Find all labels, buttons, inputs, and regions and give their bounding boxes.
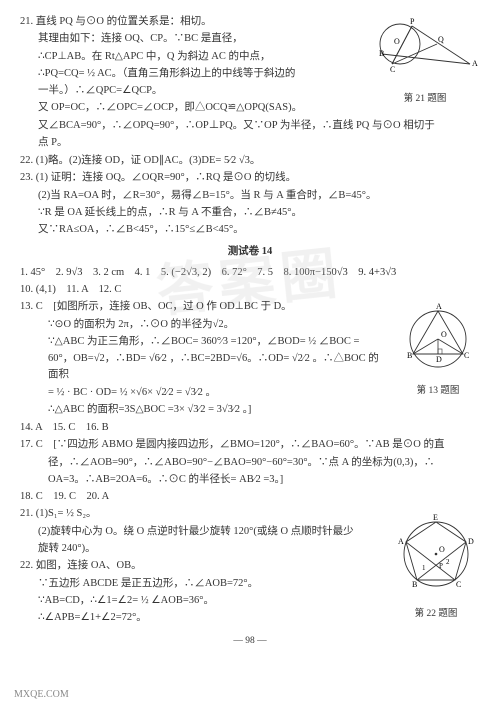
svg-text:B: B <box>412 580 417 589</box>
fig-21: B A P Q O C 第 21 题图 <box>370 14 480 107</box>
fig-22-caption: 第 22 题图 <box>392 607 480 622</box>
svg-text:C: C <box>390 65 395 74</box>
q23-l1: 23. (1) 证明：连接 OQ。∠OQR=90°，∴RQ 是⊙O 的切线。 <box>20 170 480 186</box>
q13-l6: ∴△ABC 的面积=3S△BOC =3× √3⁄2 = 3√3⁄2 。] <box>20 402 480 418</box>
svg-text:C: C <box>456 580 461 589</box>
svg-text:D: D <box>436 355 442 364</box>
q21b-l1: 21. (1)S₁= ½ S₂。 <box>20 506 382 522</box>
svg-text:B: B <box>407 351 412 360</box>
fig-22: E D C B A O P 1 2 第 22 题图 <box>392 512 480 621</box>
q13-l4: 60°，OB=√2，∴BD= √6⁄2 ，∴BC=2BD=√6。∴OD= √2⁄… <box>20 351 386 384</box>
q21-l1: 21. 直线 PQ 与⊙O 的位置关系是：相切。 <box>20 14 364 30</box>
page-number: — 98 — <box>20 634 480 649</box>
svg-text:O: O <box>441 330 447 339</box>
q22a: 22. (1)略。(2)连接 OD，证 OD∥AC。(3)DE= 5⁄2 √3。 <box>20 153 480 169</box>
fig-13-caption: 第 13 题图 <box>396 384 480 399</box>
svg-text:A: A <box>398 537 404 546</box>
svg-text:B: B <box>379 49 384 58</box>
q13-l1: 13. C [如图所示，连接 OB、OC，过 O 作 OD⊥BC 于 D。 <box>20 299 386 315</box>
q21-l7: 又∠BCA=90°，∴∠OPQ=90°，∴OP⊥PQ。又∵OP 为半径，∴直线 … <box>20 118 480 134</box>
svg-text:P: P <box>410 17 415 26</box>
q21-l8: 点 P。 <box>20 135 480 151</box>
q13-l5: = ½ · BC · OD= ½ ×√6× √2⁄2 = √3⁄2 。 <box>20 385 386 401</box>
q23-l2: (2)当 RA=OA 时，∠R=30°，易得∠B=15°。当 R 与 A 重合时… <box>20 188 480 204</box>
svg-text:E: E <box>433 513 438 522</box>
q22b-l4: ∴∠APB=∠1+∠2=72°。 <box>20 610 382 626</box>
q22b-l1: 22. 如图，连接 OA、OB。 <box>20 558 382 574</box>
row4: 18. C 19. C 20. A <box>20 489 480 505</box>
row2: 10. (4,1) 11. A 12. C <box>20 282 480 298</box>
svg-text:Q: Q <box>438 35 444 44</box>
svg-text:2: 2 <box>446 558 450 566</box>
fig-13: A B C O D 第 13 题图 <box>396 299 480 398</box>
test-title: 测试卷 14 <box>20 244 480 260</box>
row3: 14. A 15. C 16. B <box>20 420 480 436</box>
q23-l3: ∵R 是 OA 延长线上的点，∴R 与 A 不重合，∴∠B≠45°。 <box>20 205 480 221</box>
svg-text:P: P <box>439 562 443 570</box>
q13-l2: ∵⊙O 的面积为 2π，∴⊙O 的半径为√2。 <box>20 317 386 333</box>
q21b-l3: 旋转 240°)。 <box>20 541 382 557</box>
q21: B A P Q O C 第 21 题图 21. 直线 PQ 与⊙O 的位置关系是… <box>20 14 480 151</box>
svg-text:A: A <box>436 302 442 311</box>
footer-watermark: MXQE.COM <box>14 687 69 703</box>
row1: 1. 45° 2. 9√3 3. 2 cm 4. 1 5. (−2√3, 2) … <box>20 265 480 281</box>
q21b-l2: (2)旋转中心为 O。绕 O 点逆时针最少旋转 120°(或绕 O 点顺时针最少 <box>20 524 382 540</box>
q13-l3: ∵△ABC 为正三角形，∴∠BOC= 360°⁄3 =120°，∠BOD= ½ … <box>20 334 386 350</box>
q22b-l3: ∵AB=CD，∴∠1=∠2= ½ ∠AOB=36°。 <box>20 593 382 609</box>
svg-text:1: 1 <box>422 564 426 572</box>
svg-text:O: O <box>394 37 400 46</box>
q21-l5: 一半。）∴∠QPC=∠QCP。 <box>20 83 364 99</box>
q21-l3: ∴CP⊥AB。在 Rt△APC 中，Q 为斜边 AC 的中点， <box>20 49 364 65</box>
svg-text:C: C <box>464 351 469 360</box>
fig-21-caption: 第 21 题图 <box>370 92 480 107</box>
q17-l2: 径，∴∠AOB=90°，∴∠ABO=90°−∠BAO=90°−60°=30°。∵… <box>20 455 480 471</box>
svg-text:O: O <box>439 545 445 554</box>
q22b-l2: ∵五边形 ABCDE 是正五边形，∴∠AOB=72°。 <box>20 576 382 592</box>
q17-l3: OA=3。∴AB=2OA=6。∴⊙C 的半径长= AB⁄2 =3。] <box>20 472 480 488</box>
q23-l4: 又∵RA≤OA，∴∠B<45°，∴15°≤∠B<45°。 <box>20 222 480 238</box>
q21-l6: 又 OP=OC，∴∠OPC=∠OCP，即△OCQ≌△OPQ(SAS)。 <box>20 100 364 116</box>
q21-l4: ∴PQ=CQ= ½ AC。（直角三角形斜边上的中线等于斜边的 <box>20 66 364 82</box>
svg-text:D: D <box>468 537 474 546</box>
q21b-22b: E D C B A O P 1 2 第 22 题图 21. (1)S₁= ½ S… <box>20 506 480 626</box>
q13: A B C O D 第 13 题图 13. C [如图所示，连接 OB、OC，过… <box>20 299 480 418</box>
q21-l2: 其理由如下：连接 OQ、CP。∵BC 是直径， <box>20 31 364 47</box>
svg-text:A: A <box>472 59 478 68</box>
q17-l1: 17. C [∵四边形 ABMO 是圆内接四边形，∠BMO=120°，∴∠BAO… <box>20 437 480 453</box>
